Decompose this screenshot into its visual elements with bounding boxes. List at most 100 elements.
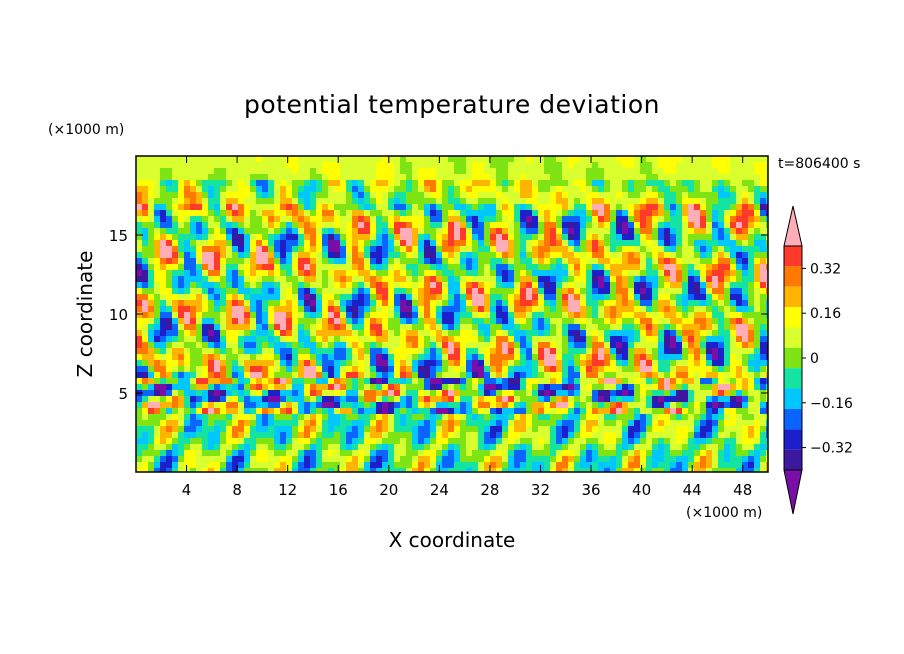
field-cell	[514, 192, 521, 199]
field-cell	[418, 348, 425, 355]
field-cell	[586, 414, 593, 421]
field-cell	[256, 432, 263, 439]
field-cell	[370, 222, 377, 229]
field-cell	[148, 468, 155, 472]
field-cell	[562, 180, 569, 187]
field-cell	[538, 198, 545, 205]
field-cell	[664, 462, 671, 469]
field-cell	[562, 348, 569, 355]
field-cell	[550, 438, 557, 445]
field-cell	[454, 222, 461, 229]
field-cell	[316, 312, 323, 319]
field-cell	[466, 300, 473, 307]
field-cell	[520, 294, 527, 301]
field-cell	[316, 216, 323, 223]
field-cell	[484, 426, 491, 433]
field-cell	[478, 222, 485, 229]
field-cell	[604, 420, 611, 427]
field-cell	[370, 300, 377, 307]
field-cell	[520, 390, 527, 397]
field-cell	[424, 192, 431, 199]
field-cell	[280, 192, 287, 199]
field-cell	[400, 402, 407, 409]
field-cell	[538, 156, 545, 163]
field-cell	[388, 336, 395, 343]
field-cell	[466, 462, 473, 469]
field-cell	[676, 426, 683, 433]
field-cell	[352, 318, 359, 325]
field-cell	[256, 462, 263, 469]
field-cell	[166, 366, 173, 373]
field-cell	[292, 432, 299, 439]
field-cell	[274, 372, 281, 379]
field-cell	[604, 216, 611, 223]
field-cell	[274, 444, 281, 451]
field-cell	[628, 270, 635, 277]
field-cell	[496, 396, 503, 403]
field-cell	[220, 324, 227, 331]
field-cell	[154, 456, 161, 463]
field-cell	[238, 168, 245, 175]
field-cell	[598, 198, 605, 205]
field-cell	[598, 312, 605, 319]
field-cell	[682, 234, 689, 241]
field-cell	[160, 210, 167, 217]
field-cell	[502, 366, 509, 373]
field-cell	[490, 294, 497, 301]
field-cell	[208, 342, 215, 349]
field-cell	[592, 234, 599, 241]
field-cell	[244, 180, 251, 187]
field-cell	[190, 264, 197, 271]
field-cell	[442, 372, 449, 379]
field-cell	[436, 420, 443, 427]
field-cell	[652, 192, 659, 199]
field-cell	[466, 162, 473, 169]
field-cell	[628, 390, 635, 397]
field-cell	[526, 216, 533, 223]
field-cell	[544, 408, 551, 415]
field-cell	[310, 186, 317, 193]
field-cell	[424, 216, 431, 223]
field-cell	[610, 318, 617, 325]
field-cell	[400, 390, 407, 397]
field-cell	[634, 330, 641, 337]
field-cell	[430, 354, 437, 361]
field-cell	[232, 204, 239, 211]
field-cell	[550, 300, 557, 307]
field-cell	[454, 192, 461, 199]
field-cell	[526, 294, 533, 301]
field-cell	[358, 276, 365, 283]
field-cell	[298, 420, 305, 427]
field-cell	[268, 300, 275, 307]
field-cell	[184, 330, 191, 337]
field-cell	[682, 204, 689, 211]
field-cell	[142, 156, 149, 163]
field-cell	[544, 402, 551, 409]
field-cell	[334, 456, 341, 463]
field-cell	[250, 306, 257, 313]
field-cell	[598, 348, 605, 355]
field-cell	[154, 306, 161, 313]
field-cell	[700, 204, 707, 211]
field-cell	[334, 306, 341, 313]
field-cell	[430, 240, 437, 247]
field-cell	[340, 444, 347, 451]
field-cell	[232, 216, 239, 223]
field-cell	[538, 450, 545, 457]
field-cell	[460, 234, 467, 241]
field-cell	[622, 270, 629, 277]
field-cell	[322, 246, 329, 253]
field-cell	[166, 420, 173, 427]
field-cell	[430, 288, 437, 295]
field-cell	[538, 402, 545, 409]
field-cell	[136, 414, 143, 421]
field-cell	[526, 240, 533, 247]
field-cell	[196, 186, 203, 193]
field-cell	[592, 330, 599, 337]
field-cell	[376, 168, 383, 175]
field-cell	[322, 276, 329, 283]
field-cell	[520, 396, 527, 403]
field-cell	[592, 252, 599, 259]
field-cell	[442, 462, 449, 469]
field-cell	[232, 222, 239, 229]
